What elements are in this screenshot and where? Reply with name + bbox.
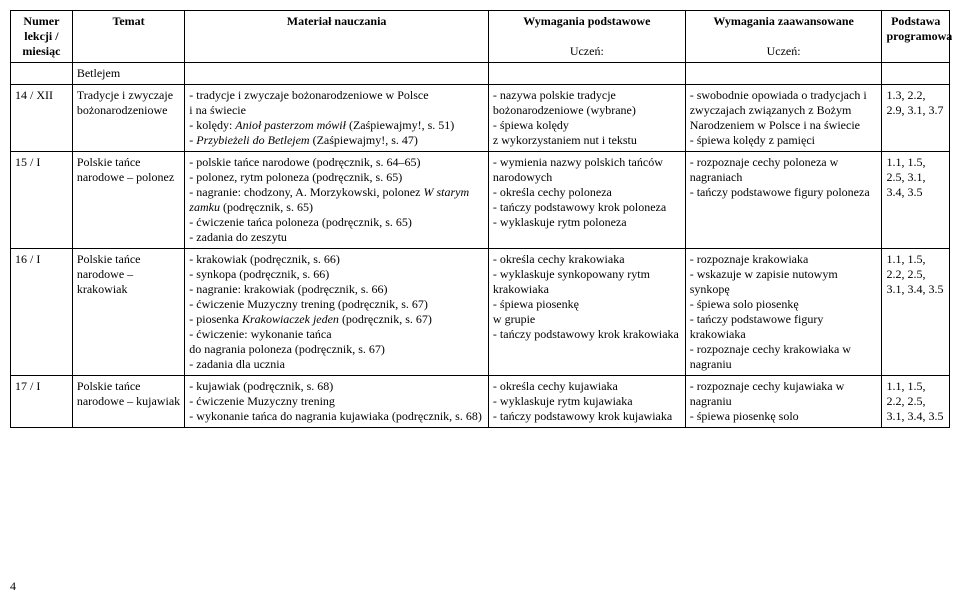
cell-temat: Polskie tańce narodowe – kujawiak [72,376,184,428]
cell-material: - polskie tańce narodowe (podręcznik, s.… [185,152,489,249]
cell-zaawansowane: - swobodnie opowiada o tradycjach i zwyc… [685,85,882,152]
cell-podstawowe: - określa cechy krakowiaka- wyklaskuje s… [488,249,685,376]
table-row: 16 / IPolskie tańce narodowe – krakowiak… [11,249,950,376]
cell-numer: 15 / I [11,152,73,249]
cell-zaawansowane: - rozpoznaje cechy poloneza w nagraniach… [685,152,882,249]
cell-podstawowe: - określa cechy kujawiaka- wyklaskuje ry… [488,376,685,428]
cell-numer: 16 / I [11,249,73,376]
cell-temat: Polskie tańce narodowe – krakowiak [72,249,184,376]
cell-temat: Betlejem [72,63,184,85]
cell-temat: Polskie tańce narodowe – polonez [72,152,184,249]
header-podstawa: Podstawa programowa [882,11,950,63]
header-material: Materiał nauczania [185,11,489,63]
cell-podstawowe [488,63,685,85]
cell-zaawansowane: - rozpoznaje cechy kujawiaka w nagraniu-… [685,376,882,428]
cell-podstawowe: - nazywa polskie tradycje bożonarodzenio… [488,85,685,152]
header-numer: Numer lekcji / miesiąc [11,11,73,63]
cell-material: - kujawiak (podręcznik, s. 68)- ćwiczeni… [185,376,489,428]
table-row: 15 / IPolskie tańce narodowe – polonez- … [11,152,950,249]
page-number: 4 [10,579,16,594]
cell-podstawa [882,63,950,85]
cell-material: - tradycje i zwyczaje bożonarodzeniowe w… [185,85,489,152]
cell-podstawa: 1.1, 1.5, 2.5, 3.1, 3.4, 3.5 [882,152,950,249]
cell-podstawa: 1.3, 2.2, 2.9, 3.1, 3.7 [882,85,950,152]
header-podstawowe: Wymagania podstawowe Uczeń: [488,11,685,63]
cell-zaawansowane: - rozpoznaje krakowiaka- wskazuje w zapi… [685,249,882,376]
cell-podstawa: 1.1, 1.5, 2.2, 2.5, 3.1, 3.4, 3.5 [882,376,950,428]
cell-zaawansowane [685,63,882,85]
cell-numer [11,63,73,85]
header-zaawansowane: Wymagania zaawansowane Uczeń: [685,11,882,63]
cell-numer: 14 / XII [11,85,73,152]
table-row: Betlejem [11,63,950,85]
cell-podstawowe: - wymienia nazwy polskich tańców narodow… [488,152,685,249]
curriculum-table: Numer lekcji / miesiąc Temat Materiał na… [10,10,950,428]
cell-material [185,63,489,85]
table-body: Betlejem14 / XIITradycje i zwyczaje bożo… [11,63,950,428]
table-row: 14 / XIITradycje i zwyczaje bożonarodzen… [11,85,950,152]
header-row: Numer lekcji / miesiąc Temat Materiał na… [11,11,950,63]
cell-temat: Tradycje i zwyczaje bożonarodzeniowe [72,85,184,152]
header-temat: Temat [72,11,184,63]
cell-podstawa: 1.1, 1.5, 2.2, 2.5, 3.1, 3.4, 3.5 [882,249,950,376]
table-row: 17 / IPolskie tańce narodowe – kujawiak-… [11,376,950,428]
cell-numer: 17 / I [11,376,73,428]
cell-material: - krakowiak (podręcznik, s. 66)- synkopa… [185,249,489,376]
